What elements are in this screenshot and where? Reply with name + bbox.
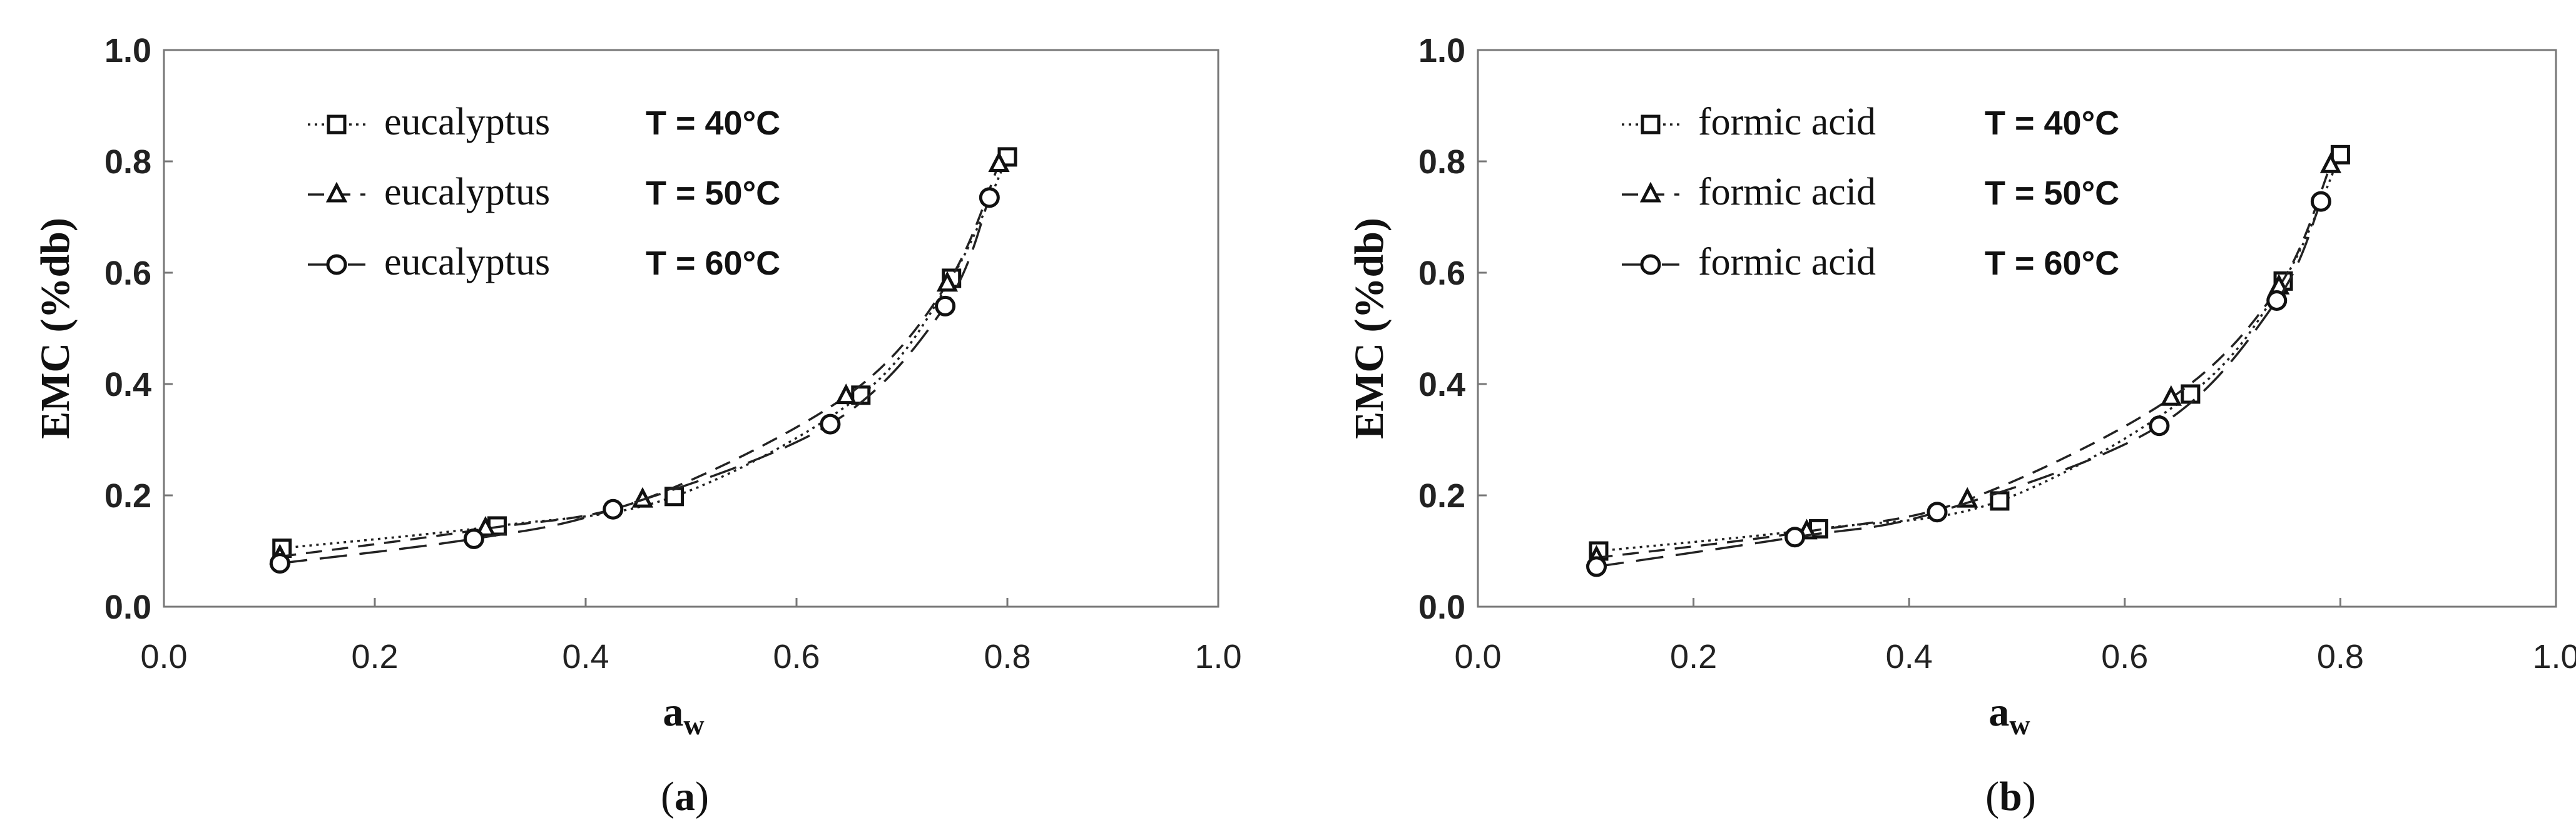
legend-series-temperature: T = 50°C — [1985, 175, 2119, 212]
y-tick-label: 0.2 — [104, 477, 151, 515]
x-axis-title-subscript: w — [2009, 709, 2030, 741]
series-line — [1596, 201, 2322, 568]
legend-marker — [326, 254, 347, 275]
x-tick-label: 1.0 — [2532, 638, 2576, 676]
y-tick-label: 0.0 — [1418, 589, 1465, 626]
legend-series-temperature: T = 40°C — [1985, 104, 2119, 142]
legend-series-temperature: T = 40°C — [646, 104, 780, 142]
y-tick-label: 0.8 — [1418, 143, 1465, 181]
legend-entry: eucalyptus T = 50°C — [308, 171, 780, 213]
data-point — [1784, 527, 1806, 548]
data-point — [988, 151, 1010, 172]
x-tick-label: 0.0 — [1454, 638, 1501, 676]
legend-entry: formic acid T = 40°C — [1622, 101, 2119, 143]
y-tick-label: 1.0 — [104, 32, 151, 69]
data-point — [2266, 290, 2288, 311]
legend-series-temperature: T = 60°C — [646, 245, 780, 282]
data-point — [979, 187, 1000, 208]
y-tick-label: 0.8 — [104, 143, 151, 181]
data-point — [2319, 152, 2342, 173]
x-tick-label: 0.2 — [1670, 638, 1717, 676]
y-tick-label: 0.4 — [1418, 366, 1465, 403]
y-tick-label: 0.6 — [1418, 255, 1465, 292]
y-tick-label: 1.0 — [1418, 32, 1465, 69]
legend-marker — [1641, 114, 1661, 134]
data-point — [1927, 502, 1948, 523]
y-tick-label: 0.2 — [1418, 477, 1465, 515]
x-tick-label: 0.6 — [2101, 638, 2148, 676]
legend-series-name: formic acid — [1698, 241, 1876, 283]
x-axis-title: aw — [1988, 689, 2030, 741]
legend-series-temperature: T = 50°C — [646, 175, 780, 212]
legend-series-name: eucalyptus — [384, 101, 550, 143]
x-tick-label: 1.0 — [1194, 638, 1241, 676]
legend-series-name: formic acid — [1698, 101, 1876, 143]
legend-marker — [325, 181, 348, 203]
panel-label: (a) — [661, 774, 709, 819]
data-point — [2181, 384, 2201, 404]
panel-label-letter: a — [675, 774, 695, 819]
chart-panel-b: 0.0 0.2 0.4 0.6 0.8 1.0 0.0 0.2 0.4 0.6 0.8 1.0 aw EM… — [1347, 32, 2576, 819]
series-line — [282, 156, 1009, 550]
data-point — [835, 383, 857, 405]
series-2 — [269, 187, 1000, 574]
data-point — [936, 271, 959, 292]
y-tick-label: 0.4 — [104, 366, 151, 403]
data-point — [474, 515, 497, 537]
data-point — [603, 498, 624, 520]
legend-series-temperature: T = 60°C — [1985, 245, 2119, 282]
data-point — [2149, 415, 2170, 437]
x-axis-title-main: a — [663, 689, 683, 735]
y-tick-label: 0.0 — [104, 589, 151, 626]
x-tick-label: 0.2 — [351, 638, 398, 676]
series-line — [1596, 164, 2332, 559]
y-axis-title: EMC (%db) — [1347, 218, 1392, 439]
panel-label: (b) — [1985, 774, 2036, 819]
data-point — [820, 413, 841, 435]
x-axis-title-main: a — [1988, 689, 2009, 735]
x-tick-label: 0.8 — [2317, 638, 2364, 676]
legend-series-name: eucalyptus — [384, 241, 550, 283]
x-axis-title: aw — [663, 689, 704, 741]
data-point — [463, 528, 484, 549]
series-2 — [1586, 191, 2331, 577]
x-tick-label: 0.4 — [1886, 638, 1933, 676]
data-point — [2310, 191, 2331, 212]
data-point — [2160, 385, 2182, 406]
legend-entry: formic acid T = 60°C — [1622, 241, 2119, 283]
legend-entry: eucalyptus T = 40°C — [308, 101, 780, 143]
x-tick-label: 0.0 — [140, 638, 187, 676]
legend-marker — [1639, 181, 1662, 203]
x-tick-label: 0.4 — [562, 638, 609, 676]
legend-series-name: formic acid — [1698, 171, 1876, 213]
legend-entry: formic acid T = 50°C — [1622, 171, 2119, 213]
data-point — [1586, 556, 1607, 577]
legend-series-name: eucalyptus — [384, 171, 550, 213]
legend-marker — [1640, 254, 1661, 275]
data-point — [269, 553, 290, 574]
x-tick-label: 0.8 — [984, 638, 1031, 676]
plot-area-frame — [163, 49, 1219, 608]
legend-entry: eucalyptus T = 60°C — [308, 241, 780, 283]
plot-area-frame — [1477, 49, 2557, 608]
legend-marker — [327, 114, 347, 134]
chart-panel-a: 0.00.20.40.60.81.00.0 0.2 0.4 0.6 0.8 1.0awEM… — [33, 32, 1242, 819]
data-point — [2330, 144, 2350, 164]
data-point — [935, 295, 956, 316]
panel-label-letter: b — [1999, 774, 2022, 819]
x-axis-title-subscript: w — [683, 709, 704, 741]
x-tick-label: 0.6 — [773, 638, 820, 676]
y-axis-title: EMC (%db) — [33, 218, 78, 439]
y-tick-label: 0.6 — [104, 255, 151, 292]
